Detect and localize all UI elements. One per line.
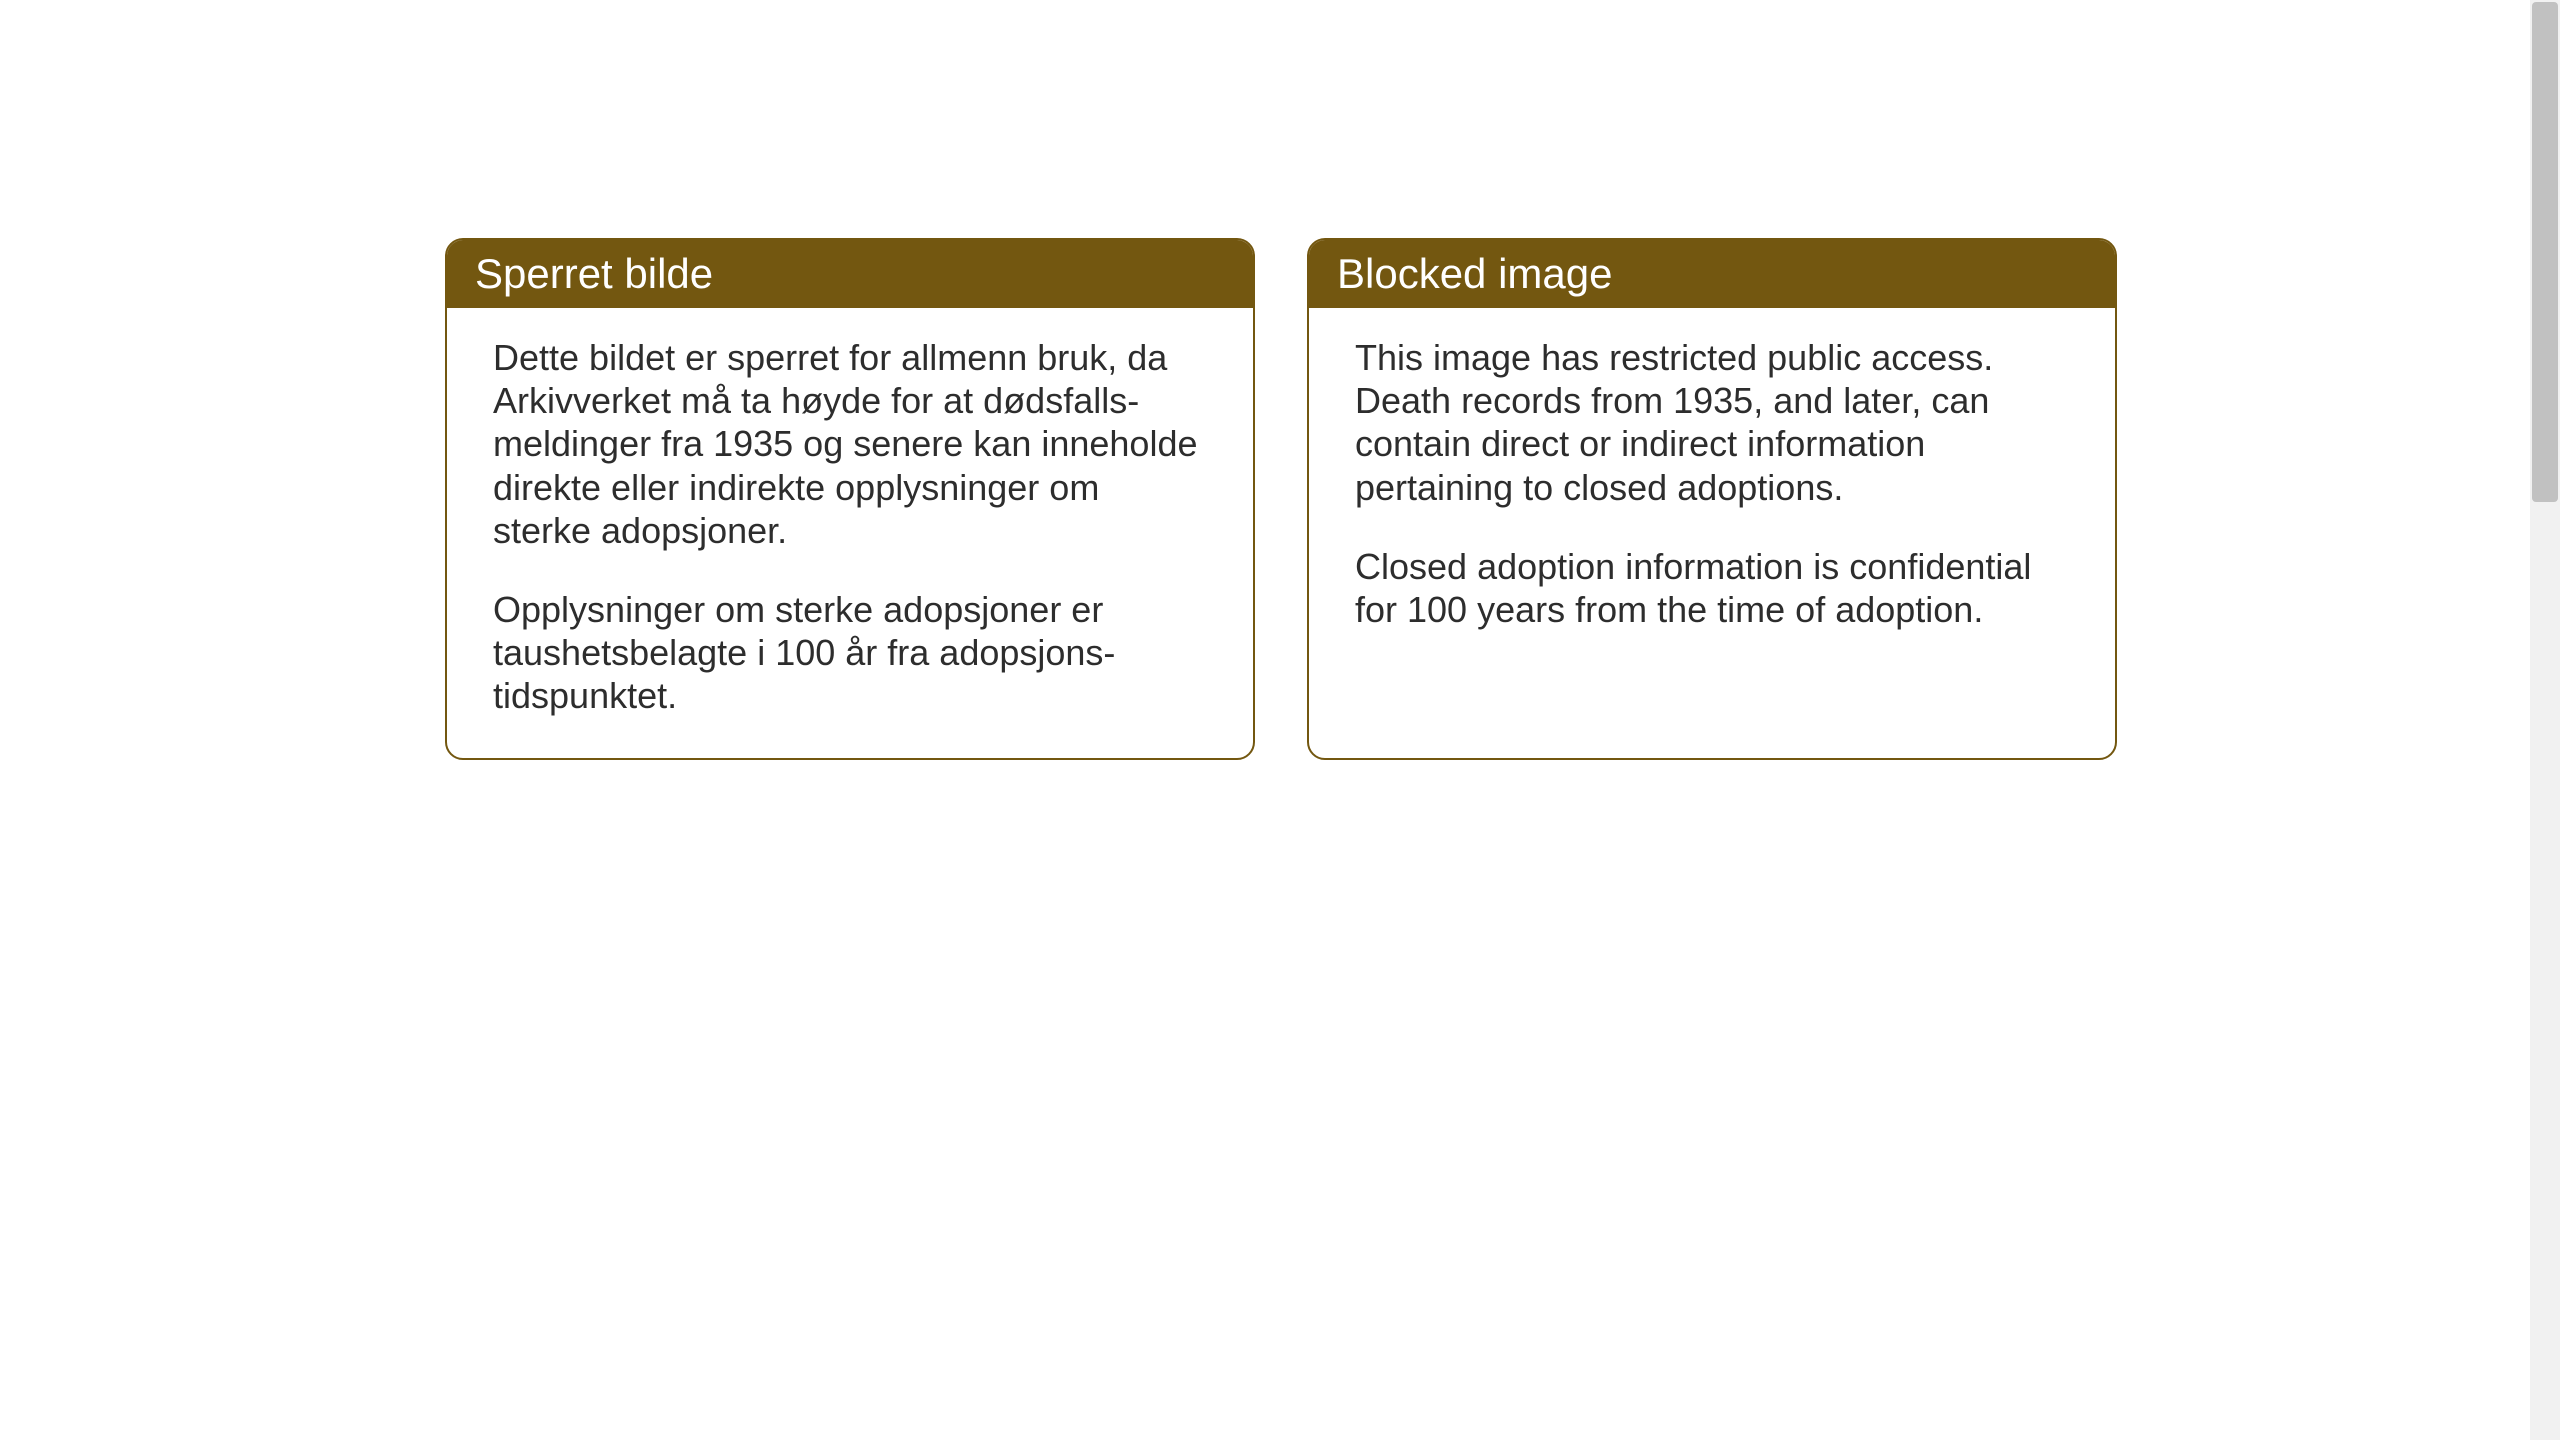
card-header-english: Blocked image bbox=[1309, 240, 2115, 308]
blocked-image-card-english: Blocked image This image has restricted … bbox=[1307, 238, 2117, 760]
card-paragraph-2: Closed adoption information is confident… bbox=[1355, 545, 2069, 631]
card-title: Sperret bilde bbox=[475, 250, 713, 297]
card-header-norwegian: Sperret bilde bbox=[447, 240, 1253, 308]
card-body-norwegian: Dette bildet er sperret for allmenn bruk… bbox=[447, 308, 1253, 758]
card-title: Blocked image bbox=[1337, 250, 1612, 297]
card-paragraph-2: Opplysninger om sterke adopsjoner er tau… bbox=[493, 588, 1207, 718]
scrollbar-thumb[interactable] bbox=[2532, 2, 2558, 502]
notice-container: Sperret bilde Dette bildet er sperret fo… bbox=[445, 238, 2117, 760]
blocked-image-card-norwegian: Sperret bilde Dette bildet er sperret fo… bbox=[445, 238, 1255, 760]
scrollbar-track[interactable] bbox=[2530, 0, 2560, 1440]
card-body-english: This image has restricted public access.… bbox=[1309, 308, 2115, 671]
card-paragraph-1: Dette bildet er sperret for allmenn bruk… bbox=[493, 336, 1207, 552]
card-paragraph-1: This image has restricted public access.… bbox=[1355, 336, 2069, 509]
